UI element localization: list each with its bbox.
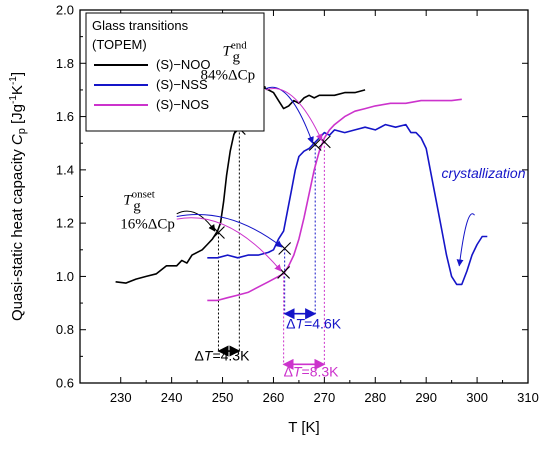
delta-t-noo-prefix: Δ [195,347,204,363]
x-tick-label-6: 290 [415,390,437,405]
x-tick-label-8: 310 [517,390,539,405]
y-axis-title-unit: [Jg [9,104,26,128]
x-axis-title: T [K] [288,419,319,436]
tg-onset-sup: onset [132,188,155,200]
x-tick-label-3: 260 [263,390,285,405]
delta-t-noo-value: =4.3K [212,347,250,363]
y-tick-label-3: 1.2 [56,216,74,231]
delta-t-nss-prefix: Δ [286,315,295,331]
y-axis-title-var: C [9,134,26,145]
y-tick-label-4: 1.4 [56,162,74,177]
x-tick-label-1: 240 [161,390,183,405]
tg-end-var: T [223,43,233,59]
y-tick-label-5: 1.6 [56,109,74,124]
y-tick-label-7: 2.0 [56,3,74,18]
legend-title-line1: Glass transitions [92,18,189,33]
delta-t-nss-var: T [296,315,306,331]
legend-title-line2: (TOPEM) [92,37,147,52]
tg-onset-percent: 16%ΔCp [120,216,175,232]
legend-entry-nos: (S)−NOS [156,97,209,112]
y-tick-label-1: 0.8 [56,322,74,337]
x-tick-label-7: 300 [466,390,488,405]
y-axis-title-exp1: -1 [8,95,19,104]
x-tick-label-4: 270 [314,390,336,405]
tg-end-percent: 84%ΔCp [201,67,256,83]
tg-onset-var: T [123,192,133,208]
delta-t-nos-value: =8.3K [302,363,340,379]
pointer-arrow-6 [456,213,475,267]
x-tick-label-2: 250 [212,390,234,405]
legend: Glass transitions (TOPEM) (S)−NOO (S)−NS… [85,12,265,132]
tg-end-label: Tend [223,39,248,59]
y-axis-title-sub: p [16,128,28,134]
pointer-arrow-5 [265,88,323,142]
legend-entry-nss: (S)−NSS [156,77,208,92]
delta-t-nos-var: T [293,363,303,379]
tg-end-sub: g [233,49,241,65]
y-axis-title: Quasi-static heat capacity Cp [Jg-1K-1] [8,72,28,321]
series-line-2 [207,98,462,302]
delta-t-nss-label: ΔT=4.6K [286,315,342,331]
y-axis-title-mid: K [9,85,26,95]
pointer-arrow-4 [265,86,314,144]
axis-ticks: 230 240 250 260 270 280 290 300 310 0.6 0.8 1.0 1.2 1… [56,3,539,406]
pointer-arrow-1 [176,214,283,248]
pointer-arrow-2 [176,217,282,272]
delta-t-noo-label: ΔT=4.3K [195,347,251,363]
legend-entry-noo: (S)−NOO [156,57,211,72]
y-axis-title-exp2: -1 [8,76,19,85]
delta-t-nss-value: =4.6K [304,315,342,331]
y-tick-label-0: 0.6 [56,376,74,391]
tg-onset-label: Tonset [123,188,155,208]
y-tick-label-2: 1.0 [56,269,74,284]
delta-t-noo-var: T [204,347,214,363]
delta-t-nos-label: ΔT=8.3K [284,363,340,379]
legend-box [85,12,265,132]
delta-t-nos-prefix: Δ [284,363,293,379]
y-axis-title-end: ] [9,72,26,76]
tg-end-sup: end [231,39,247,51]
crystallization-label: crystallization [441,165,525,181]
pointer-arrow-0 [176,210,216,232]
y-tick-label-6: 1.8 [56,56,74,71]
x-tick-label-5: 280 [364,390,386,405]
x-tick-label-0: 230 [110,390,132,405]
tg-onset-sub: g [133,198,141,214]
series-line-1 [207,123,488,286]
y-axis-title-main: Quasi-static heat capacity [9,145,26,321]
